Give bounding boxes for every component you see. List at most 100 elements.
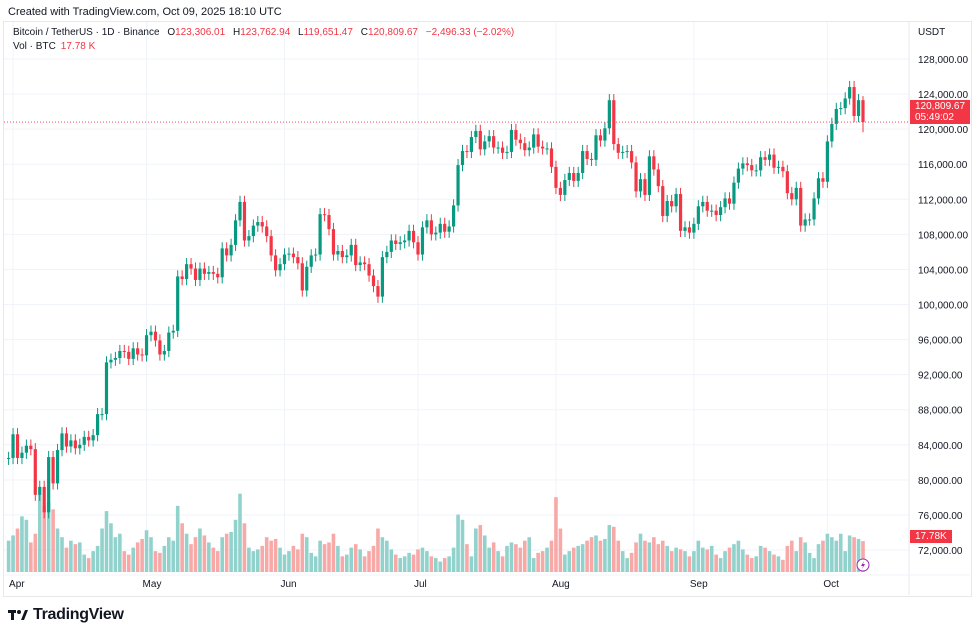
volume-bar	[37, 493, 42, 572]
symbol-legend: Bitcoin / TetherUS · 1D · Binance O123,3…	[13, 27, 514, 38]
last-price-tag: 120,809.67 05:49:02	[910, 100, 971, 124]
candle-body	[167, 332, 171, 351]
candle-body	[816, 178, 821, 199]
candle-body	[750, 165, 754, 171]
volume-bar	[438, 561, 443, 572]
candle-body	[567, 172, 571, 180]
candle-body	[723, 198, 727, 208]
candle-body	[91, 435, 95, 441]
candle-body	[678, 194, 683, 231]
candle-body	[416, 242, 420, 255]
volume-bar	[126, 554, 131, 572]
volume-bar	[576, 545, 580, 572]
volume-bar	[856, 538, 861, 572]
candle-body	[345, 255, 349, 258]
volume-bar	[224, 533, 229, 572]
candle-body	[327, 215, 331, 230]
candle-body	[305, 266, 309, 291]
candle-body	[825, 141, 829, 182]
candle-body	[585, 151, 589, 159]
volume-bar	[545, 547, 549, 572]
candle-body	[176, 276, 180, 331]
candle-body	[460, 151, 465, 166]
volume-bar	[834, 540, 839, 572]
candle-body	[82, 436, 86, 445]
volume-bar	[736, 540, 741, 572]
candle-body	[251, 225, 255, 237]
candle-body	[429, 220, 433, 235]
candle-body	[149, 331, 153, 336]
candle-body	[233, 220, 238, 245]
candle-body	[754, 170, 758, 172]
volume-bar	[389, 549, 394, 572]
volume-label[interactable]: Vol · BTC	[13, 41, 56, 52]
volume-bar	[567, 551, 572, 572]
candle-body	[808, 219, 812, 221]
volume-bar	[51, 509, 55, 572]
candle-body	[549, 148, 554, 167]
candle-body	[812, 198, 816, 220]
tradingview-logo-icon	[8, 610, 28, 620]
volume-bar	[652, 537, 656, 572]
volume-bar	[540, 551, 545, 572]
time-tick-label: May	[143, 579, 162, 590]
candle-body	[193, 268, 198, 280]
candle-body	[367, 264, 371, 276]
candle-body	[282, 254, 287, 265]
candle-body	[830, 123, 834, 142]
candle-body	[29, 445, 33, 450]
candle-body	[42, 486, 46, 513]
candle-body	[131, 348, 135, 359]
candle-body	[710, 210, 714, 212]
currency-unit[interactable]: USDT	[918, 27, 946, 38]
volume-bar	[220, 537, 224, 572]
candle-body	[509, 130, 514, 152]
candle-body	[354, 244, 358, 266]
candle-body	[656, 169, 660, 187]
volume-bar	[296, 549, 300, 572]
volume-bar	[821, 540, 825, 572]
candle-body	[767, 154, 772, 160]
volume-bar	[309, 552, 313, 572]
volume-bar	[184, 533, 189, 572]
volume-bar	[345, 554, 349, 572]
candle-body	[55, 450, 60, 484]
open-value: 123,306.01	[175, 27, 226, 38]
candle-body	[420, 227, 425, 255]
volume-bar	[647, 542, 652, 572]
candle-body	[60, 433, 64, 451]
volume-bar	[211, 547, 216, 572]
volume-bar	[469, 556, 474, 572]
candle-body	[389, 240, 393, 252]
volume-bar	[100, 528, 104, 572]
candle-body	[527, 147, 531, 151]
volume-bar	[416, 549, 420, 572]
volume-bar	[527, 537, 532, 572]
volume-bar	[393, 554, 398, 572]
volume-bar	[745, 554, 750, 572]
candle-body	[714, 210, 718, 216]
candle-body	[314, 254, 318, 256]
candle-body	[474, 130, 478, 138]
volume-bar	[683, 551, 687, 572]
volume-bar	[803, 542, 807, 572]
candle-body	[38, 486, 42, 495]
candle-body	[202, 268, 206, 274]
candle-body	[363, 262, 367, 265]
symbol-title[interactable]: Bitcoin / TetherUS · 1D · Binance	[13, 27, 160, 38]
price-tick-label: 116,000.00	[918, 160, 968, 171]
candle-body	[665, 201, 669, 216]
volume-bar	[247, 547, 251, 572]
volume-bar	[861, 541, 865, 572]
volume-bar	[95, 545, 100, 572]
volume-bar	[518, 547, 523, 572]
volume-bar	[536, 552, 540, 572]
candle-body	[518, 139, 522, 144]
volume-bar	[340, 556, 345, 572]
price-tick-label: 92,000.00	[918, 371, 963, 382]
volume-bar	[193, 537, 198, 572]
candle-body	[380, 257, 384, 297]
candle-body	[322, 214, 327, 216]
tradingview-logo[interactable]: TradingView	[8, 606, 124, 624]
